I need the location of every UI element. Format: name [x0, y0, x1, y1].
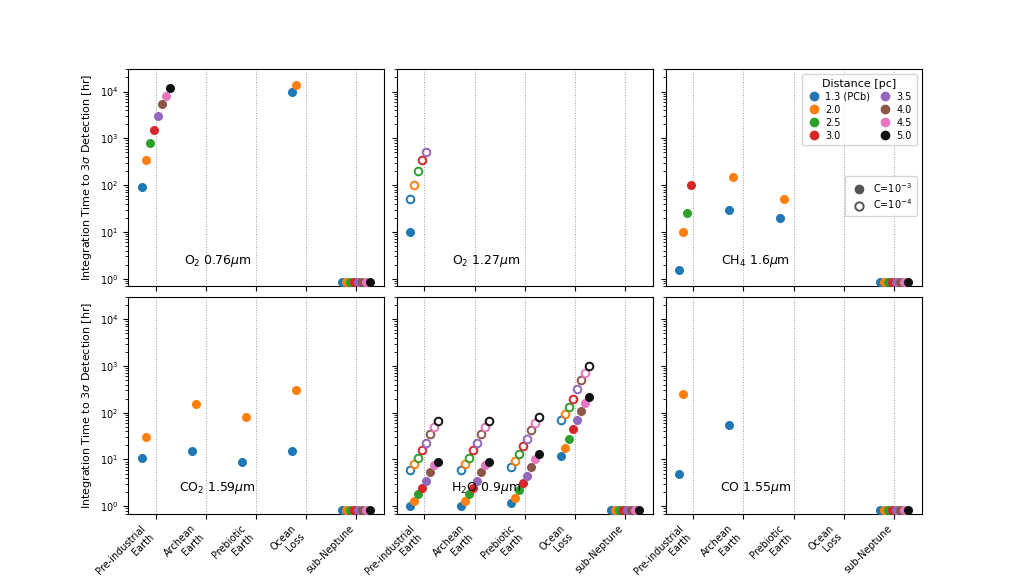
- Y-axis label: Integration Time to 3$\sigma$ Detection [hr]: Integration Time to 3$\sigma$ Detection …: [80, 302, 94, 509]
- Text: O$_2$ 1.27$\mu$m: O$_2$ 1.27$\mu$m: [453, 253, 520, 269]
- Text: CH$_4$ 1.6$\mu$m: CH$_4$ 1.6$\mu$m: [721, 253, 790, 269]
- Legend: C=10$^{-3}$, C=10$^{-4}$: C=10$^{-3}$, C=10$^{-4}$: [845, 176, 916, 216]
- Text: CO$_2$ 1.59$\mu$m: CO$_2$ 1.59$\mu$m: [179, 480, 256, 496]
- Y-axis label: Integration Time to 3$\sigma$ Detection [hr]: Integration Time to 3$\sigma$ Detection …: [80, 74, 94, 281]
- Text: O$_2$ 0.76$\mu$m: O$_2$ 0.76$\mu$m: [183, 253, 252, 269]
- Text: H$_2$O 0.9$\mu$m: H$_2$O 0.9$\mu$m: [452, 480, 521, 496]
- Text: CO 1.55$\mu$m: CO 1.55$\mu$m: [720, 480, 791, 496]
